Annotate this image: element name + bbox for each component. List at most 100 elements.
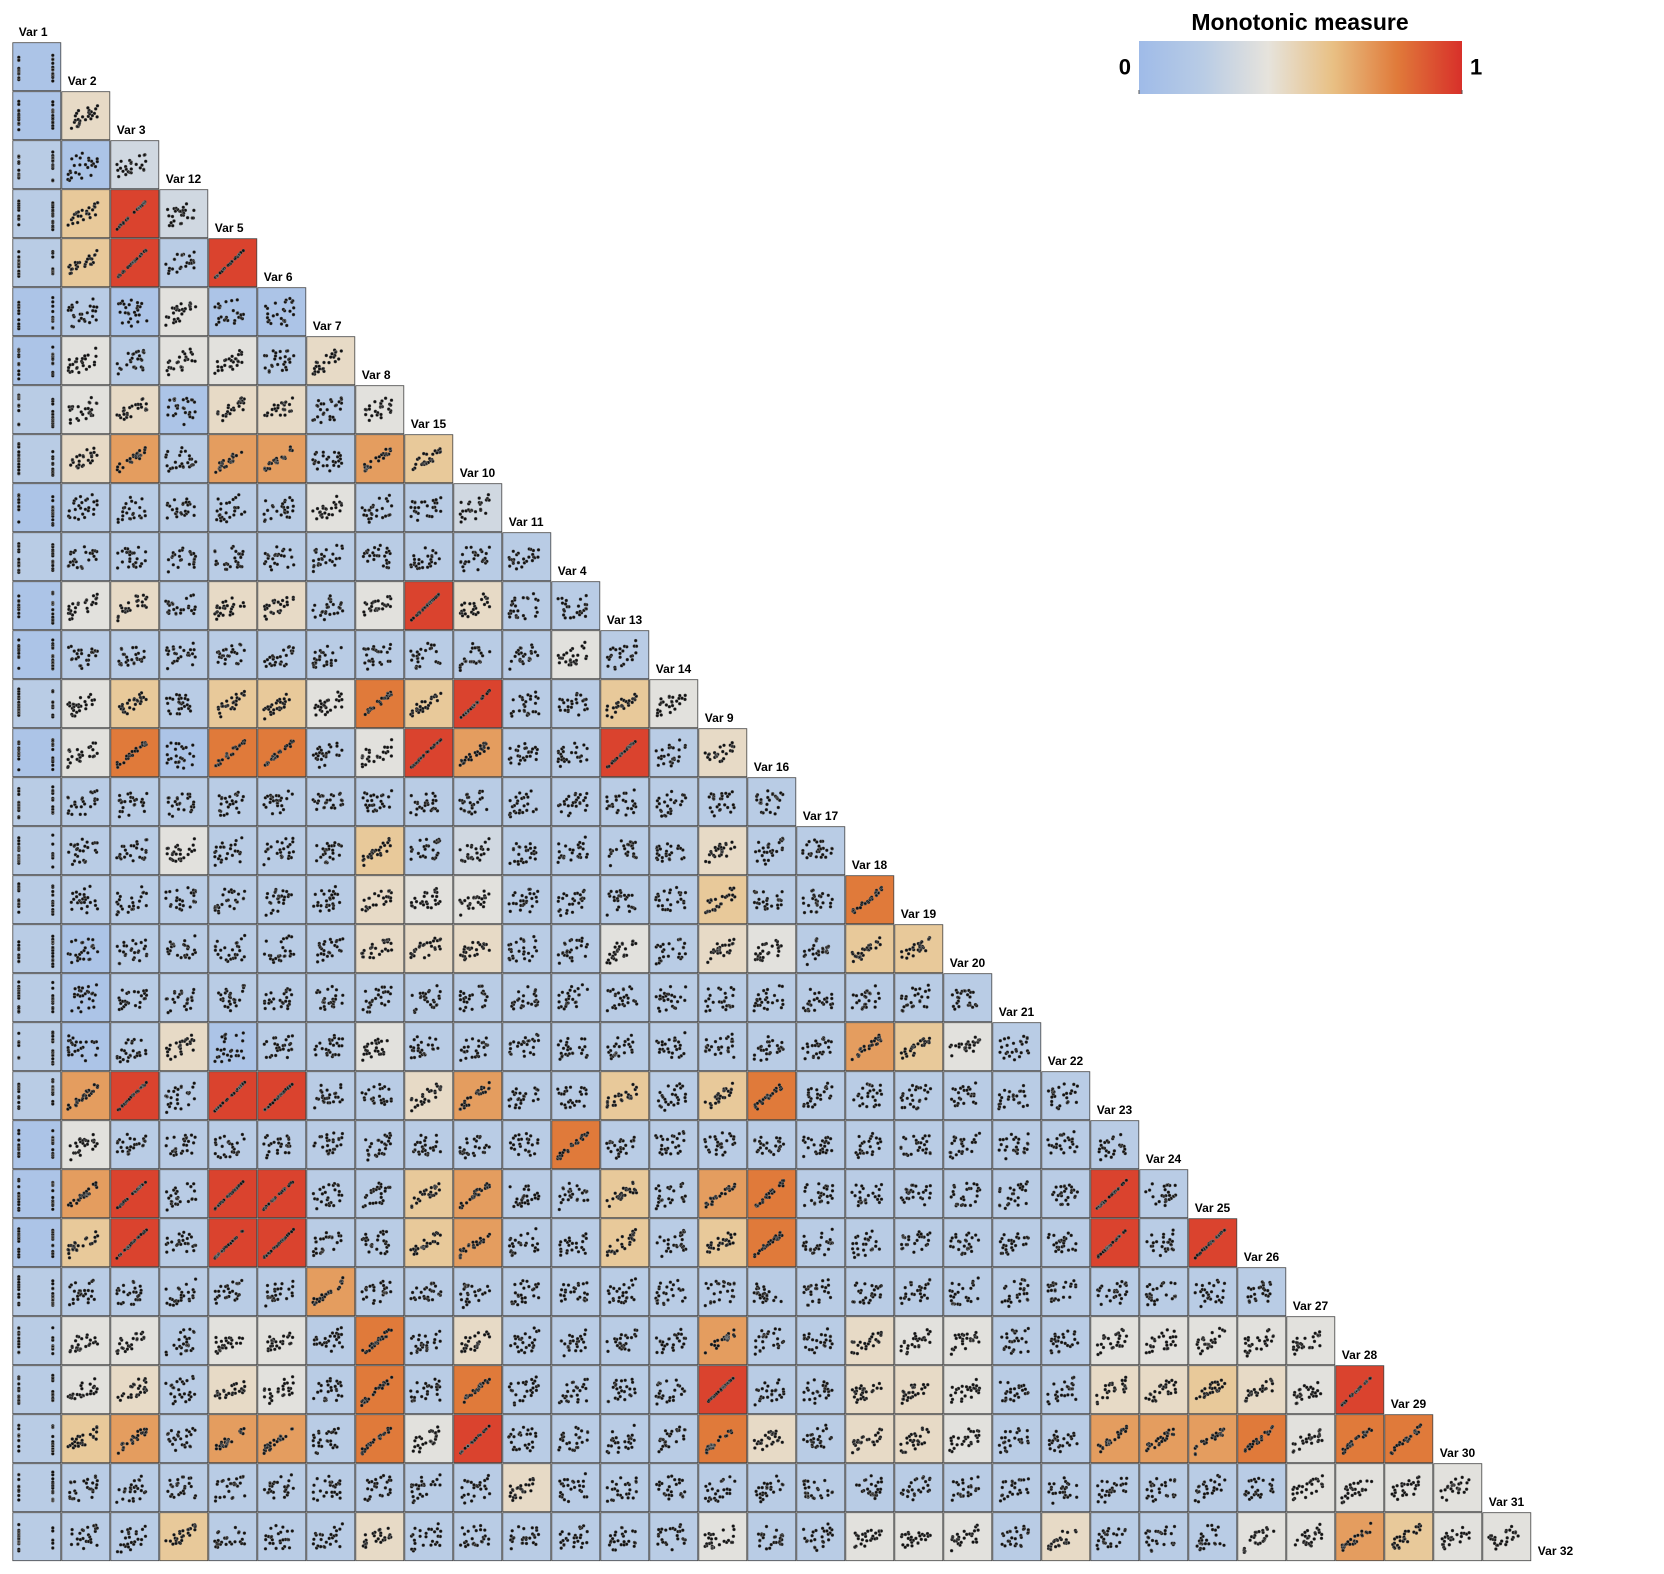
variable-label: Var 29 [1391, 1397, 1427, 1411]
variable-label: Var 9 [705, 711, 734, 725]
matrix-cell [62, 1415, 110, 1463]
matrix-cell [307, 827, 355, 875]
matrix-cell [160, 1415, 208, 1463]
matrix-cell [111, 337, 159, 385]
matrix-cell [1091, 1219, 1139, 1267]
matrix-cell [160, 239, 208, 287]
matrix-cell [307, 680, 355, 728]
color-bar [1139, 41, 1462, 94]
matrix-cell [356, 386, 404, 434]
matrix-cell [503, 1317, 551, 1365]
matrix-cell [699, 876, 747, 924]
matrix-cell [1287, 1513, 1335, 1561]
matrix-cell [62, 1513, 110, 1561]
matrix-cell [209, 533, 257, 581]
matrix-cell [748, 1023, 796, 1071]
matrix-cell [1140, 1464, 1188, 1512]
matrix-cell [111, 582, 159, 630]
variable-label: Var 20 [950, 956, 986, 970]
matrix-cell [454, 484, 502, 532]
matrix-cell [111, 484, 159, 532]
matrix-cell [111, 925, 159, 973]
matrix-cell [797, 925, 845, 973]
matrix-cell [160, 435, 208, 483]
matrix-cell [1287, 1366, 1335, 1414]
variable-label: Var 12 [166, 172, 202, 186]
matrix-cell [993, 1268, 1041, 1316]
matrix-cell [1336, 1464, 1384, 1512]
variable-label: Var 22 [1048, 1054, 1084, 1068]
matrix-cell [307, 974, 355, 1022]
variable-label: Var 24 [1146, 1152, 1182, 1166]
matrix-cell [797, 974, 845, 1022]
matrix-cell [699, 1268, 747, 1316]
variable-label: Var 2 [68, 74, 97, 88]
matrix-cell [1042, 1219, 1090, 1267]
matrix-cell [356, 1219, 404, 1267]
matrix-cell [650, 1464, 698, 1512]
matrix-cell [1385, 1513, 1433, 1561]
variable-label: Var 7 [313, 319, 342, 333]
matrix-cell [62, 1366, 110, 1414]
matrix-cell [895, 1415, 943, 1463]
matrix-cell [111, 1023, 159, 1071]
matrix-cell [1091, 1317, 1139, 1365]
matrix-cell [1091, 1121, 1139, 1169]
matrix-cell [944, 1317, 992, 1365]
matrix-cell [601, 1366, 649, 1414]
matrix-cell [111, 386, 159, 434]
matrix-cell [699, 1072, 747, 1120]
matrix-cell [62, 1317, 110, 1365]
matrix-cell [405, 1121, 453, 1169]
matrix-cell [307, 729, 355, 777]
matrix-cell [650, 729, 698, 777]
matrix-cell [748, 925, 796, 973]
matrix-cell [454, 1415, 502, 1463]
color-bar-tick-label: 1 [1470, 54, 1482, 79]
variable-label: Var 16 [754, 760, 790, 774]
matrix-cell [160, 582, 208, 630]
matrix-cell [62, 92, 110, 140]
matrix-cell [62, 533, 110, 581]
matrix-cell [454, 1072, 502, 1120]
matrix-cell [13, 1415, 61, 1463]
matrix-cell [160, 1268, 208, 1316]
matrix-cell [699, 925, 747, 973]
matrix-cell [209, 876, 257, 924]
matrix-cell [258, 337, 306, 385]
matrix-cell [1091, 1464, 1139, 1512]
matrix-cell [846, 1121, 894, 1169]
matrix-cell [846, 1072, 894, 1120]
matrix-cell [1336, 1415, 1384, 1463]
variable-label: Var 10 [460, 466, 496, 480]
variable-label: Var 23 [1097, 1103, 1133, 1117]
matrix-cell [601, 827, 649, 875]
variable-label: Var 15 [411, 417, 447, 431]
matrix-cell [552, 582, 600, 630]
matrix-cell [1238, 1464, 1286, 1512]
matrix-cell [160, 1366, 208, 1414]
matrix-cell [503, 1415, 551, 1463]
matrix-cell [62, 631, 110, 679]
matrix-cell [13, 1268, 61, 1316]
matrix-cell [503, 1170, 551, 1218]
matrix-cell [160, 533, 208, 581]
matrix-cell [405, 876, 453, 924]
matrix-cell [846, 1268, 894, 1316]
matrix-cell [160, 1317, 208, 1365]
variable-label: Var 11 [509, 515, 544, 529]
matrix-cell [454, 974, 502, 1022]
matrix-cell [307, 925, 355, 973]
matrix-cell [1042, 1317, 1090, 1365]
matrix-cell [209, 484, 257, 532]
matrix-cell [111, 1170, 159, 1218]
matrix-cell [552, 1023, 600, 1071]
variable-label: Var 26 [1244, 1250, 1280, 1264]
matrix-cell [1091, 1513, 1139, 1561]
matrix-cell [601, 631, 649, 679]
matrix-cell [111, 533, 159, 581]
matrix-cell [699, 778, 747, 826]
variable-label: Var 3 [117, 123, 146, 137]
matrix-cell [356, 631, 404, 679]
variable-label: Var 28 [1342, 1348, 1378, 1362]
